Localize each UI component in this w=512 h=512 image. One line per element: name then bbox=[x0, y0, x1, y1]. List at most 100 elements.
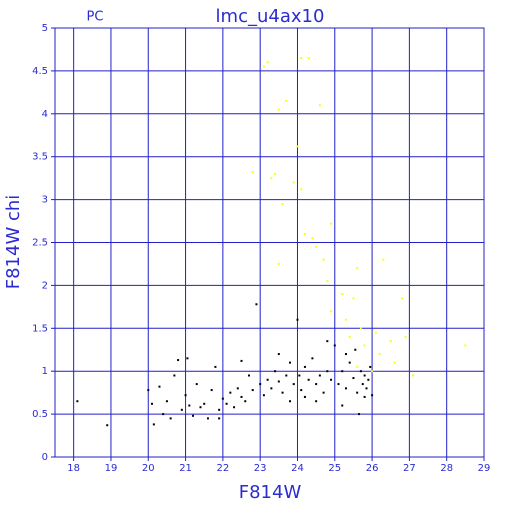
point bbox=[358, 413, 361, 416]
y-tick-label: 4 bbox=[42, 109, 48, 120]
y-tick-label: 2 bbox=[42, 280, 48, 291]
point bbox=[359, 327, 362, 330]
point bbox=[365, 387, 368, 390]
point bbox=[400, 297, 403, 300]
y-tick-label: 5 bbox=[42, 23, 48, 34]
point bbox=[214, 365, 217, 368]
point bbox=[354, 348, 357, 351]
point bbox=[266, 61, 269, 64]
point bbox=[315, 383, 318, 386]
point bbox=[277, 380, 280, 383]
y-axis-label: F814W chi bbox=[3, 195, 24, 290]
point bbox=[177, 359, 180, 362]
y-tick-label: 0.5 bbox=[32, 409, 48, 420]
point bbox=[106, 424, 109, 427]
point bbox=[152, 423, 155, 426]
point bbox=[361, 383, 364, 386]
plot-frame bbox=[54, 27, 485, 458]
point bbox=[147, 389, 150, 392]
x-tick-label: 20 bbox=[142, 463, 155, 474]
point bbox=[341, 292, 344, 295]
x-tick-label: 19 bbox=[105, 463, 118, 474]
point bbox=[303, 365, 306, 368]
y-tick-label: 3.5 bbox=[32, 152, 48, 163]
point bbox=[389, 340, 392, 343]
point bbox=[412, 374, 415, 377]
point bbox=[255, 303, 258, 306]
point bbox=[348, 361, 351, 364]
point bbox=[369, 365, 372, 368]
y-tick-label: 1 bbox=[42, 366, 48, 377]
point bbox=[382, 258, 385, 261]
point bbox=[356, 391, 359, 394]
chart-subtitle: PC bbox=[87, 10, 104, 25]
x-tick-label: 27 bbox=[403, 463, 416, 474]
point bbox=[307, 378, 310, 381]
point bbox=[277, 353, 280, 356]
point bbox=[303, 232, 306, 235]
point bbox=[344, 318, 347, 321]
point bbox=[303, 395, 306, 398]
point bbox=[277, 262, 280, 265]
point bbox=[359, 370, 362, 373]
x-tick-label: 25 bbox=[328, 463, 341, 474]
point bbox=[344, 387, 347, 390]
point bbox=[326, 340, 329, 343]
point bbox=[300, 389, 303, 392]
point bbox=[169, 417, 172, 420]
point bbox=[247, 374, 250, 377]
point bbox=[251, 171, 254, 174]
point bbox=[203, 402, 206, 405]
y-tick-label: 1.5 bbox=[32, 323, 48, 334]
x-axis-label: F814W bbox=[239, 482, 302, 503]
point bbox=[341, 370, 344, 373]
y-tick-label: 4.5 bbox=[32, 66, 48, 77]
chart-title: lmc_u4ax10 bbox=[216, 6, 325, 27]
y-tick-label: 0 bbox=[42, 452, 48, 463]
point bbox=[378, 353, 381, 356]
point bbox=[318, 104, 321, 107]
point bbox=[292, 181, 295, 184]
x-tick-label: 29 bbox=[478, 463, 491, 474]
point bbox=[344, 353, 347, 356]
point bbox=[348, 335, 351, 338]
y-tick-label: 2.5 bbox=[32, 238, 48, 249]
point bbox=[367, 378, 370, 381]
point bbox=[188, 404, 191, 407]
point bbox=[322, 258, 325, 261]
point bbox=[184, 394, 187, 397]
point bbox=[311, 237, 314, 240]
point bbox=[330, 310, 333, 313]
point bbox=[165, 400, 168, 403]
point bbox=[318, 374, 321, 377]
point bbox=[244, 400, 247, 403]
point bbox=[298, 374, 301, 377]
point bbox=[315, 245, 318, 248]
point bbox=[210, 389, 213, 392]
x-tick-label: 22 bbox=[217, 463, 230, 474]
point bbox=[322, 391, 325, 394]
point bbox=[262, 65, 265, 68]
point bbox=[192, 414, 195, 417]
x-tick-label: 23 bbox=[254, 463, 267, 474]
x-tick-label: 18 bbox=[67, 463, 80, 474]
point bbox=[218, 408, 221, 411]
point bbox=[281, 391, 284, 394]
point bbox=[274, 172, 277, 175]
point bbox=[356, 365, 359, 368]
point bbox=[259, 383, 262, 386]
point bbox=[371, 370, 374, 373]
point bbox=[352, 297, 355, 300]
point bbox=[162, 413, 165, 416]
point bbox=[274, 370, 277, 373]
point bbox=[352, 377, 355, 380]
point bbox=[150, 402, 153, 405]
x-tick-label: 28 bbox=[440, 463, 453, 474]
point bbox=[285, 99, 288, 102]
x-tick-label: 21 bbox=[179, 463, 192, 474]
point bbox=[240, 395, 243, 398]
point bbox=[315, 400, 318, 403]
point bbox=[285, 374, 288, 377]
point bbox=[289, 400, 292, 403]
